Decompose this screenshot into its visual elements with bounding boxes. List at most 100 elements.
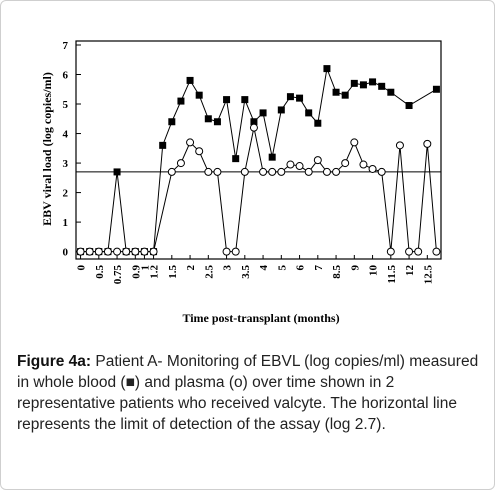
y-axis-label: EBV viral load (log copies/ml) (40, 72, 54, 226)
circle-marker (122, 247, 131, 256)
square-marker (213, 118, 221, 126)
x-tick-label: 3.5 (240, 265, 252, 279)
y-tick-label: 0 (63, 247, 69, 259)
circle-marker (195, 147, 204, 156)
square-marker (286, 93, 294, 101)
plot-frame (75, 40, 442, 260)
square-marker (195, 91, 203, 99)
circle-marker (395, 141, 404, 150)
x-tick-label: 12.5 (422, 265, 434, 285)
caption-label: Figure 4a: (17, 353, 92, 370)
x-axis-label: Time post-transplant (months) (182, 311, 339, 325)
square-marker (332, 88, 340, 96)
x-tick-label: 8.5 (331, 265, 343, 279)
x-tick-label: 3 (222, 265, 234, 271)
x-tick-label: 10 (368, 265, 380, 277)
circle-marker (432, 247, 441, 256)
square-marker (250, 118, 258, 126)
circle-marker (341, 159, 350, 168)
square-marker (223, 96, 231, 104)
x-tick-label: 12 (404, 265, 416, 277)
chart: EBV viral load (log copies/ml) Time post… (40, 40, 442, 325)
square-marker (359, 81, 367, 89)
circle-marker (295, 162, 304, 171)
circle-marker (204, 167, 213, 176)
x-tick-label: 11.5 (386, 265, 398, 284)
x-tick-label: 6 (295, 265, 307, 271)
square-marker (314, 119, 322, 127)
y-tick-label: 2 (63, 188, 69, 200)
circle-marker (405, 247, 414, 256)
circle-marker (222, 247, 231, 256)
circle-marker (240, 167, 249, 176)
circle-marker (176, 159, 185, 168)
square-marker (305, 109, 313, 117)
square-marker (387, 88, 395, 96)
square-marker (296, 94, 304, 102)
y-tick-label: 3 (63, 158, 69, 170)
square-marker (378, 82, 386, 90)
square-marker (113, 168, 121, 176)
square-marker (241, 96, 249, 104)
series-line (80, 127, 437, 253)
square-marker (341, 91, 349, 99)
caption: Figure 4a: Patient A- Monitoring of EBVL… (17, 351, 487, 435)
circle-marker (368, 164, 377, 173)
x-tick-label: 0.9 (130, 265, 142, 279)
circle-marker (103, 247, 112, 256)
circle-marker (332, 167, 341, 176)
square-marker (405, 102, 413, 110)
circle-marker (213, 167, 222, 176)
y-tick-label: 5 (63, 99, 69, 111)
x-tick-label: 2.5 (203, 265, 215, 279)
square-marker (159, 141, 167, 149)
y-tick-label: 7 (63, 40, 69, 52)
square-marker (432, 85, 440, 93)
circle-marker (322, 167, 331, 176)
square-marker (323, 65, 331, 73)
circle-marker (85, 247, 94, 256)
circle-marker (350, 138, 359, 147)
y-tick-label: 4 (63, 129, 69, 141)
circle-marker (386, 247, 395, 256)
square-marker (350, 79, 358, 87)
square-marker (232, 155, 240, 163)
x-tick-label: 1.5 (167, 265, 179, 279)
square-marker (168, 118, 176, 126)
circle-marker (186, 138, 195, 147)
x-tick-label: 9 (349, 265, 361, 271)
x-tick-label: 5 (276, 265, 288, 271)
circle-marker (304, 167, 313, 176)
x-tick-label: 0.5 (94, 265, 106, 279)
square-marker (177, 97, 185, 105)
circle-marker (359, 160, 368, 169)
circle-marker (313, 156, 322, 165)
circle-marker (76, 247, 85, 256)
circle-marker (131, 247, 140, 256)
y-tick-label: 6 (63, 70, 69, 82)
y-tick-label: 1 (63, 217, 69, 229)
x-tick-label: 0.75 (112, 265, 124, 285)
x-tick-label: 7 (313, 265, 325, 271)
square-marker (186, 76, 194, 84)
circle-marker (231, 247, 240, 256)
circle-marker (377, 167, 386, 176)
x-tick-label: 4 (258, 265, 270, 271)
circle-marker (167, 167, 176, 176)
caption-text: Patient A- Monitoring of EBVL (log copie… (17, 353, 479, 433)
square-marker (204, 115, 212, 123)
x-tick-label: 2 (185, 265, 197, 271)
circle-marker (423, 139, 432, 148)
square-marker (259, 109, 267, 117)
circle-marker (113, 247, 122, 256)
square-marker (369, 78, 377, 86)
x-tick-label: 0 (76, 265, 88, 271)
x-tick-label: 1 (139, 265, 151, 271)
circle-marker (94, 247, 103, 256)
circle-marker (140, 247, 149, 256)
circle-marker (414, 247, 423, 256)
square-marker (268, 153, 276, 161)
circle-marker (249, 123, 258, 132)
circle-marker (149, 247, 158, 256)
